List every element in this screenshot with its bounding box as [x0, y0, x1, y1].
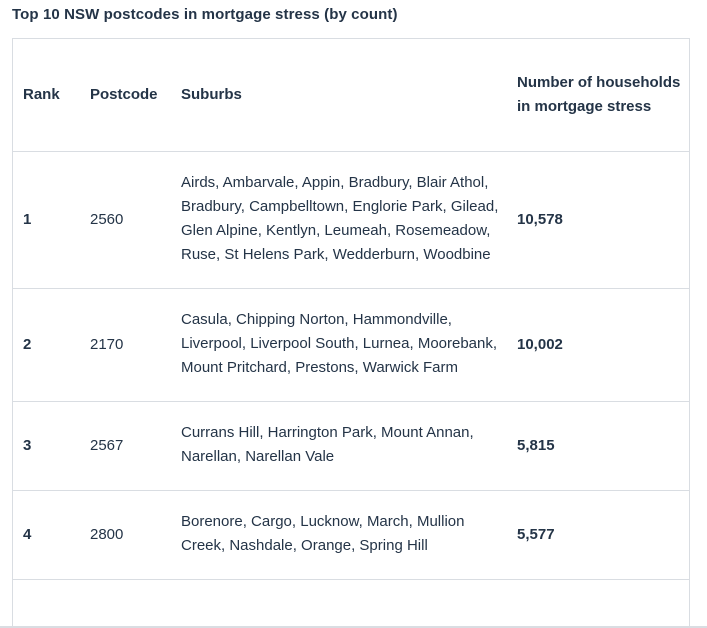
table-title: Top 10 NSW postcodes in mortgage stress … [12, 6, 398, 23]
cell-rank: 1 [13, 151, 90, 289]
cell-households: 5,577 [517, 490, 689, 580]
table-container: Rank Postcode Suburbs Number of househol… [12, 38, 690, 628]
cell-households: 10,578 [517, 151, 689, 289]
cell-postcode: 2567 [90, 401, 181, 491]
cell-suburbs: Borenore, Cargo, Lucknow, March, Mullion… [181, 490, 517, 580]
header-suburbs: Suburbs [181, 39, 517, 152]
mortgage-stress-table: Rank Postcode Suburbs Number of househol… [13, 39, 689, 580]
cell-rank: 4 [13, 490, 90, 580]
table-row: 2 2170 Casula, Chipping Norton, Hammondv… [13, 288, 689, 402]
cell-postcode: 2170 [90, 288, 181, 402]
table-row: 4 2800 Borenore, Cargo, Lucknow, March, … [13, 490, 689, 580]
cell-rank: 2 [13, 288, 90, 402]
table-header-row: Rank Postcode Suburbs Number of househol… [13, 39, 689, 152]
cell-households: 5,815 [517, 401, 689, 491]
cell-households: 10,002 [517, 288, 689, 402]
header-households: Number of households in mortgage stress [517, 39, 689, 152]
cell-postcode: 2560 [90, 151, 181, 289]
cell-suburbs: Casula, Chipping Norton, Hammondville, L… [181, 288, 517, 402]
cell-rank: 3 [13, 401, 90, 491]
cell-suburbs: Airds, Ambarvale, Appin, Bradbury, Blair… [181, 151, 517, 289]
header-postcode: Postcode [90, 39, 181, 152]
bottom-divider [0, 626, 707, 628]
table-row: 1 2560 Airds, Ambarvale, Appin, Bradbury… [13, 151, 689, 289]
table-row: 3 2567 Currans Hill, Harrington Park, Mo… [13, 401, 689, 491]
cell-suburbs: Currans Hill, Harrington Park, Mount Ann… [181, 401, 517, 491]
header-rank: Rank [13, 39, 90, 152]
cell-postcode: 2800 [90, 490, 181, 580]
